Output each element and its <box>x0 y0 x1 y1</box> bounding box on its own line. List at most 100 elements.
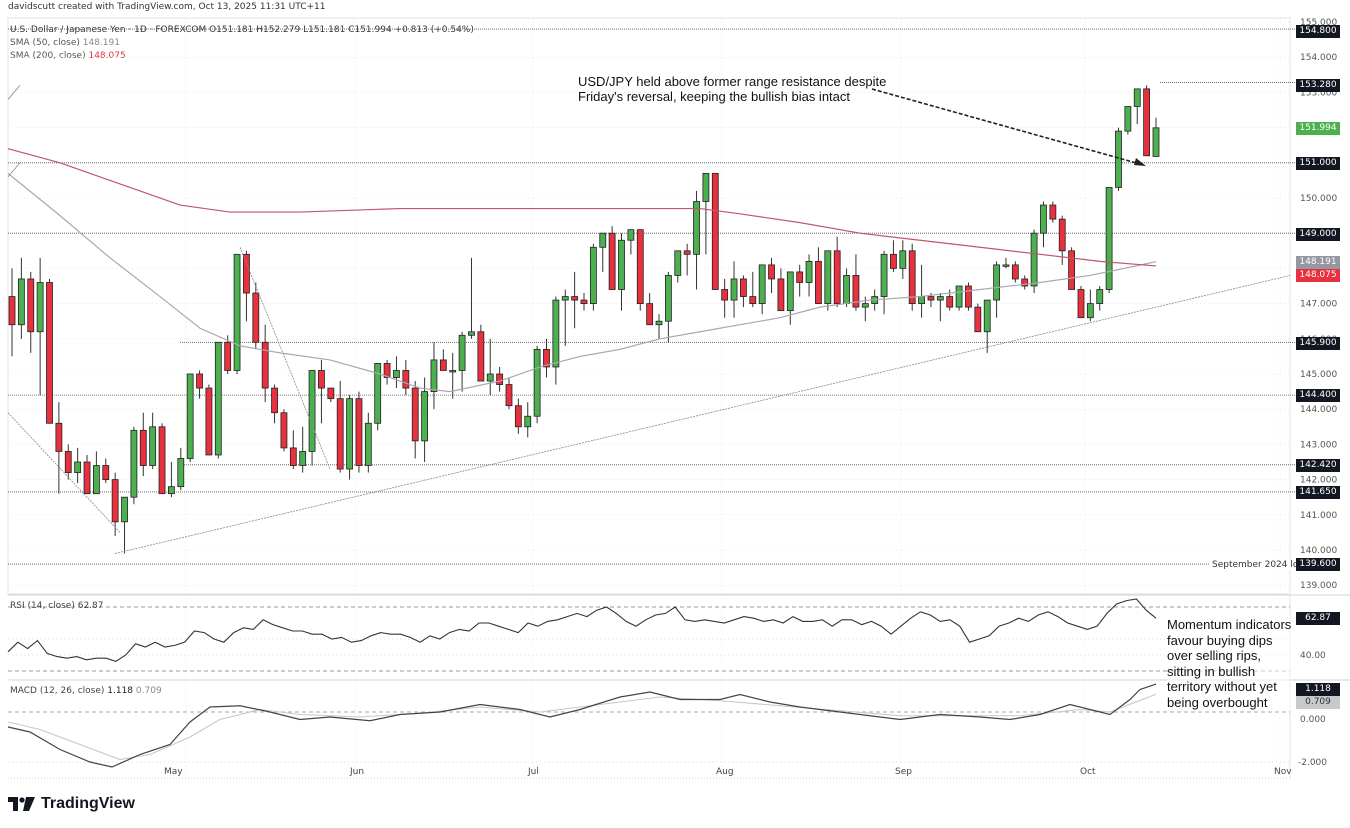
tradingview-logo-text: TradingView <box>41 795 135 812</box>
candle <box>196 370 203 399</box>
candle <box>514 398 522 434</box>
candle <box>158 423 166 495</box>
candle <box>27 271 35 353</box>
last-price-tag: 151.994 <box>1296 122 1340 135</box>
candle <box>974 303 982 333</box>
momentum-annotation-line: sitting in bullish <box>1167 663 1256 679</box>
candle <box>618 233 625 311</box>
candle <box>252 282 260 350</box>
candle <box>955 285 963 311</box>
candle <box>327 387 335 403</box>
svg-text:147.000: 147.000 <box>1300 300 1337 310</box>
candle <box>430 342 438 410</box>
svg-text:153.000: 153.000 <box>1300 88 1337 98</box>
price-tag-153280: 153.280 <box>1296 79 1340 92</box>
price-tag-142420: 142.420 <box>1296 459 1340 472</box>
sma200-price-tag: 148.075 <box>1296 269 1340 282</box>
candle <box>646 293 654 326</box>
candle <box>318 359 325 424</box>
candle <box>1096 286 1104 311</box>
candle <box>299 426 307 473</box>
candle <box>336 381 344 473</box>
candle <box>627 229 635 255</box>
svg-text:40.00: 40.00 <box>1300 651 1326 661</box>
candle <box>383 359 391 385</box>
candle <box>468 257 475 339</box>
candle <box>496 366 504 392</box>
candle <box>543 338 550 378</box>
candle <box>177 447 185 491</box>
sma50-price-tag: 148.191 <box>1296 256 1340 269</box>
macd-label: MACD (12, 26, close) <box>10 686 105 696</box>
candle <box>664 271 672 343</box>
candle <box>796 264 804 297</box>
candle <box>92 451 100 495</box>
main-annotation-line2: Friday's reversal, keeping the bullish b… <box>578 89 851 104</box>
momentum-annotation-line: territory without yet <box>1167 679 1277 695</box>
candle <box>636 229 644 311</box>
main-annotation: USD/JPY held above former range resistan… <box>578 74 886 104</box>
sma50-legend[interactable]: SMA (50, close) 148.191 <box>10 38 120 48</box>
symbol-legend[interactable]: U.S. Dollar / Japanese Yen · 1D · FOREXC… <box>10 25 474 35</box>
candle <box>121 496 128 554</box>
candle <box>205 384 213 456</box>
candle <box>1068 247 1076 290</box>
candle <box>983 299 991 353</box>
candle <box>8 268 16 357</box>
candle <box>224 335 232 374</box>
svg-text:0.000: 0.000 <box>1300 715 1326 725</box>
sma200-value: 148.075 <box>88 51 126 61</box>
momentum-annotation: Momentum indicators favour buying dips ove… <box>1167 617 1292 711</box>
candle <box>83 454 91 495</box>
september-2024-low-label: September 2024 low <box>1210 560 1308 570</box>
momentum-annotation-line: over selling rips, <box>1167 648 1261 664</box>
month-label-aug: Aug <box>716 767 734 777</box>
candle <box>533 345 541 424</box>
rsi-value: 62.87 <box>77 601 104 611</box>
momentum-annotation-line: being overbought <box>1167 694 1268 710</box>
sma200-legend[interactable]: SMA (200, close) 148.075 <box>10 51 126 61</box>
candle <box>758 264 766 315</box>
candle <box>711 172 719 290</box>
candle <box>890 240 897 272</box>
candle <box>908 243 916 311</box>
candle <box>1040 201 1047 248</box>
candle <box>702 172 710 255</box>
tradingview-logo[interactable]: TradingView <box>8 795 135 813</box>
candle <box>74 447 82 484</box>
svg-text:143.000: 143.000 <box>1300 440 1337 450</box>
candle <box>55 402 63 494</box>
candle <box>571 271 579 329</box>
candle <box>289 430 297 470</box>
svg-text:154.000: 154.000 <box>1300 53 1337 63</box>
sma200-label: SMA (200, close) <box>10 51 86 61</box>
candle <box>824 250 832 311</box>
candle <box>1011 261 1019 283</box>
candle <box>261 324 269 403</box>
candle <box>721 278 729 318</box>
rsi-legend[interactable]: RSI (14, close) 62.87 <box>10 601 104 611</box>
candle <box>580 293 588 311</box>
candle <box>233 253 241 374</box>
sma50-value: 148.191 <box>82 38 120 48</box>
month-label-may: May <box>164 767 183 777</box>
candle <box>36 257 44 396</box>
svg-text:141.000: 141.000 <box>1300 511 1337 521</box>
macd-legend[interactable]: MACD (12, 26, close) 1.118 0.709 <box>10 686 162 696</box>
candle <box>833 236 841 308</box>
candle <box>17 257 25 339</box>
price-tag-141650: 141.650 <box>1296 486 1340 499</box>
candle <box>102 458 110 484</box>
momentum-annotation-line: Momentum indicators <box>1167 617 1292 632</box>
price-tag-151000: 151.000 <box>1296 157 1340 170</box>
candle <box>411 381 419 459</box>
candle <box>655 314 663 339</box>
candle <box>355 391 363 473</box>
candle <box>111 472 119 536</box>
candle <box>786 271 794 325</box>
candle <box>243 250 250 322</box>
candle <box>458 331 466 392</box>
candle <box>589 243 597 311</box>
candle <box>899 240 907 279</box>
